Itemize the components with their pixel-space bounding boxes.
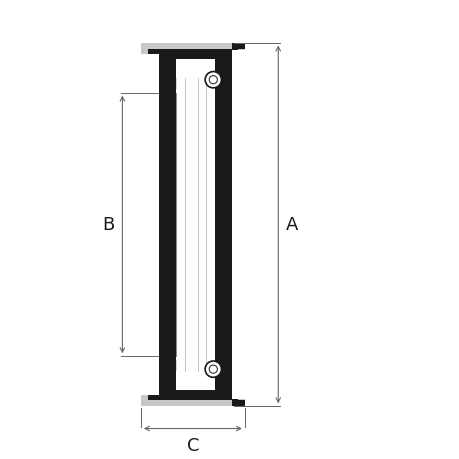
Polygon shape — [215, 371, 231, 390]
Polygon shape — [159, 78, 176, 371]
Circle shape — [209, 77, 217, 84]
Polygon shape — [140, 50, 147, 55]
Polygon shape — [140, 44, 231, 50]
Polygon shape — [225, 78, 231, 371]
Polygon shape — [140, 400, 231, 406]
Polygon shape — [159, 78, 176, 97]
Polygon shape — [140, 395, 147, 400]
Polygon shape — [215, 353, 231, 371]
Polygon shape — [159, 390, 231, 406]
Polygon shape — [215, 60, 231, 78]
Polygon shape — [215, 78, 231, 97]
Polygon shape — [159, 60, 176, 78]
Polygon shape — [231, 44, 244, 51]
Text: C: C — [186, 436, 199, 454]
Circle shape — [205, 73, 221, 89]
Polygon shape — [238, 399, 244, 400]
Polygon shape — [159, 78, 166, 371]
Circle shape — [205, 361, 221, 377]
Polygon shape — [140, 395, 159, 406]
Polygon shape — [140, 44, 159, 55]
Text: A: A — [285, 216, 297, 234]
Polygon shape — [231, 399, 244, 406]
Polygon shape — [215, 78, 231, 371]
Polygon shape — [159, 353, 176, 371]
Polygon shape — [159, 371, 176, 390]
Circle shape — [209, 365, 217, 374]
Polygon shape — [159, 44, 231, 60]
Text: B: B — [102, 216, 115, 234]
Polygon shape — [238, 50, 244, 51]
